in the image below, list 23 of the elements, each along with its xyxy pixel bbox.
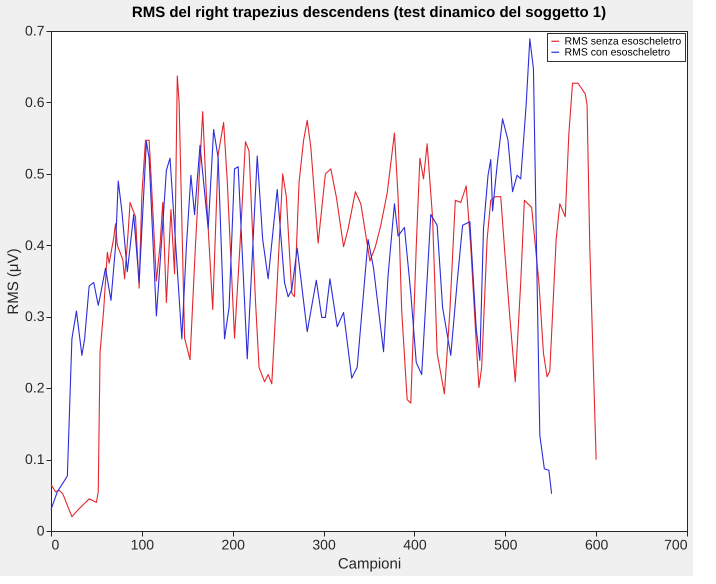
line-series: [50, 75, 597, 518]
y-tick-label: 0.3: [25, 308, 45, 324]
x-tick-label: 100: [130, 536, 154, 552]
x-tick-label: 700: [664, 536, 688, 552]
y-tick-label: 0.4: [25, 236, 45, 253]
legend-label: RMS con esoscheletro: [564, 46, 670, 58]
legend-label: RMS senza esoscheletro: [564, 35, 682, 48]
y-axis-title: RMS (μV): [5, 248, 22, 315]
y-tick-label: 0.5: [25, 165, 45, 182]
x-tick-label: 600: [584, 536, 609, 552]
x-tick-label: 300: [312, 536, 336, 552]
x-tick-label: 500: [494, 536, 518, 552]
x-axis-title: Campioni: [338, 556, 402, 572]
x-tick-label: 0: [52, 536, 60, 552]
y-tick-label: 0: [36, 522, 45, 538]
y-tick-label: 0.7: [25, 22, 45, 38]
x-tick-label: 400: [403, 536, 427, 552]
line-series: [50, 38, 552, 510]
y-tick-label: 0.1: [25, 451, 45, 468]
y-tick-label: 0.2: [25, 380, 45, 396]
chart-title: RMS del right trapezius descendens (test dinamico del soggetto 1): [132, 4, 606, 21]
y-tick-label: 0.6: [25, 94, 45, 110]
x-tick-label: 200: [222, 536, 246, 552]
